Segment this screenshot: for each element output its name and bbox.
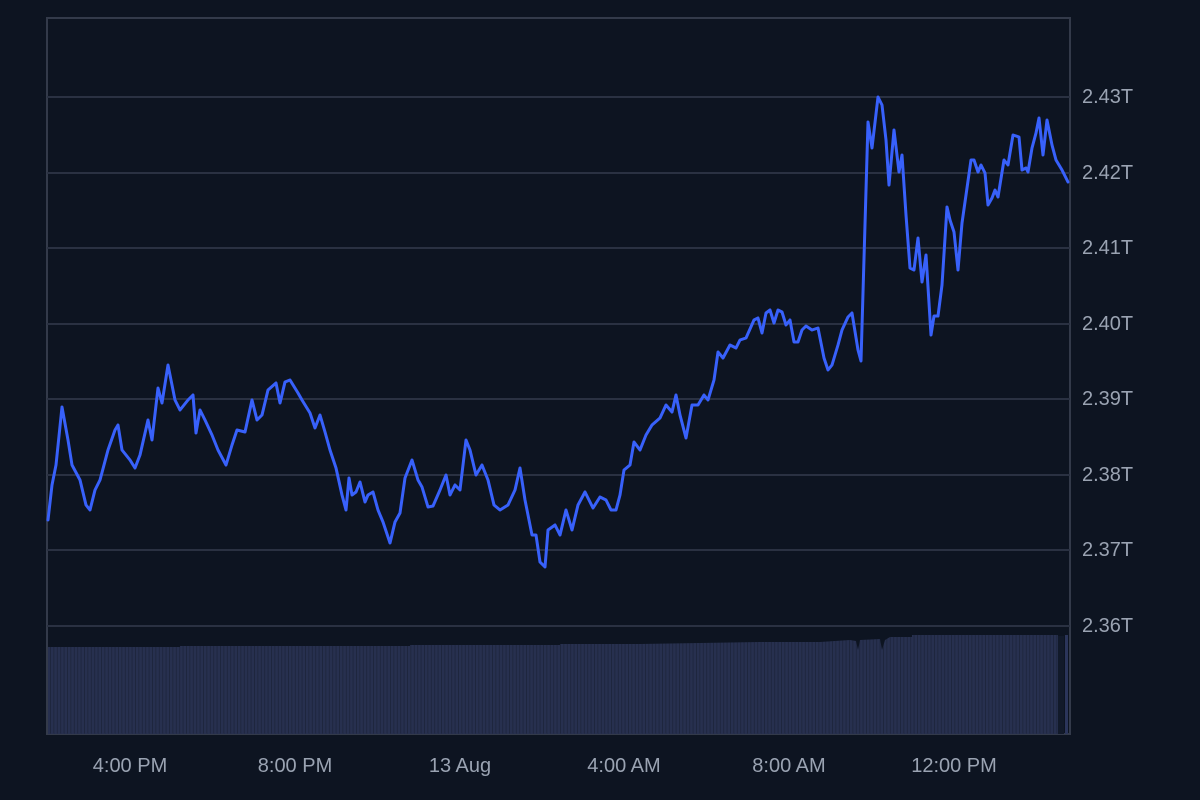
- y-tick-label: 2.38T: [1082, 464, 1134, 486]
- y-tick-label: 2.39T: [1082, 388, 1134, 410]
- x-tick-label: 4:00 AM: [587, 755, 661, 777]
- x-tick-label: 13 Aug: [428, 755, 492, 777]
- y-tick-label: 2.40T: [1082, 313, 1134, 335]
- y-tick-label: 2.42T: [1082, 162, 1134, 184]
- y-tick-label: 2.36T: [1082, 615, 1134, 637]
- x-tick-label: 4:00 PM: [92, 755, 168, 777]
- x-tick-label: 12:00 PM: [911, 755, 997, 777]
- x-tick-label: 8:00 AM: [752, 755, 826, 777]
- price-line[interactable]: [46, 95, 1070, 569]
- volume-bars: [48, 635, 1068, 734]
- y-tick-label: 2.43T: [1082, 86, 1134, 108]
- grid-lines: [47, 96, 1070, 627]
- y-tick-label: 2.37T: [1082, 539, 1134, 561]
- x-tick-label: 8:00 PM: [257, 755, 333, 777]
- y-tick-label: 2.41T: [1082, 237, 1134, 259]
